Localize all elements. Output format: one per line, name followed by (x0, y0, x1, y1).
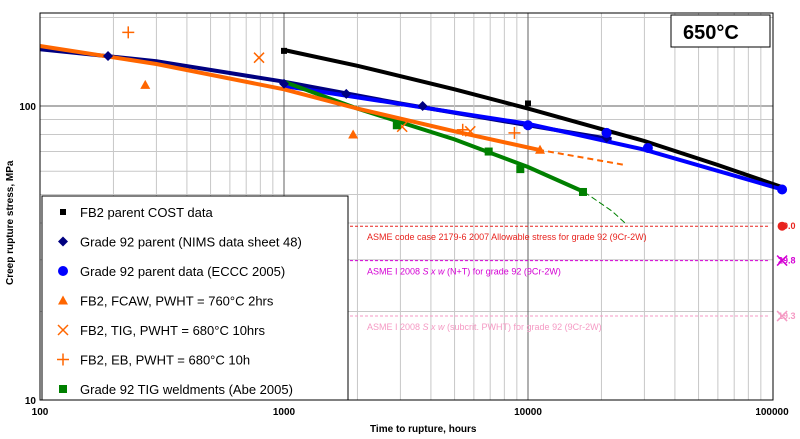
legend-marker (59, 385, 67, 393)
x-tick-label: 100 (32, 407, 49, 418)
data-points (103, 26, 788, 196)
reference-line-value: 29.8 (778, 256, 796, 266)
legend-marker (58, 266, 68, 276)
fit-curve-extrapolation (583, 191, 626, 224)
y-axis-label: Creep rupture stress, MPa (5, 160, 16, 285)
data-point (601, 127, 612, 138)
data-point (525, 100, 531, 107)
legend-entry-label: Grade 92 parent (NIMS data sheet 48) (80, 235, 302, 250)
x-tick-label: 100000 (755, 407, 789, 418)
reference-line-value: 39.0 (778, 221, 796, 231)
y-tick-label: 100 (19, 102, 36, 113)
data-point (103, 50, 114, 61)
fit-curve-extrapolation (537, 148, 626, 166)
temperature-box (670, 14, 771, 48)
fit-curves (39, 44, 783, 224)
data-point (122, 26, 135, 39)
legend-marker (57, 353, 69, 366)
data-point (341, 88, 352, 99)
data-point (253, 52, 265, 64)
data-point (484, 147, 493, 156)
legend: FB2 parent COST data Grade 92 parent (NIM… (41, 195, 349, 401)
legend-box (41, 195, 349, 401)
reference-line-marker (776, 310, 788, 322)
legend-entry-label: FB2 parent COST data (80, 205, 213, 220)
reference-line-label: ASME I 2008 S x w (subcrit. PWHT) for gr… (367, 322, 602, 332)
data-point (348, 129, 359, 139)
data-point (279, 78, 289, 89)
x-tick-label: 1000 (273, 407, 296, 418)
data-point (456, 123, 469, 136)
x-axis-label: Time to rupture, hours (370, 424, 477, 435)
data-point (578, 187, 587, 196)
data-point (777, 184, 788, 195)
data-point (642, 142, 653, 153)
data-point (535, 144, 546, 154)
reference-line-marker (777, 221, 787, 231)
legend-entry-label: FB2, FCAW, PWHT = 760°C 2hrs (80, 294, 274, 309)
legend-entry-label: Grade 92 TIG weldments (Abe 2005) (80, 382, 293, 397)
reference-line-value: 19.3 (778, 311, 796, 321)
reference-line-label: ASME code case 2179-6 2007 Allowable str… (367, 232, 647, 242)
data-point (281, 47, 287, 54)
data-point (417, 101, 428, 111)
x-tick-label: 10000 (514, 407, 542, 418)
legend-entry-label: FB2, TIG, PWHT = 680°C 10hrs (80, 323, 265, 338)
reference-line-label: ASME I 2008 S x w (N+T) for grade 92 (9C… (367, 267, 561, 277)
data-point (140, 79, 151, 89)
data-point (508, 126, 521, 139)
legend-entry-label: Grade 92 parent data (ECCC 2005) (80, 264, 285, 279)
legend-marker (58, 295, 68, 305)
data-point (392, 121, 401, 130)
reference-line-marker (776, 255, 788, 267)
legend-marker (60, 209, 66, 215)
fit-curve (283, 48, 783, 189)
plot-frame (39, 12, 774, 401)
fit-curve (283, 84, 783, 192)
fit-curve (283, 79, 586, 194)
legend-entry-label: FB2, EB, PWHT = 680°C 10h (80, 353, 250, 368)
data-point (523, 120, 533, 131)
temperature-label: 650°C (683, 22, 739, 44)
data-point (464, 125, 476, 137)
legend-marker (57, 324, 69, 336)
y-tick-label: 10 (25, 396, 37, 407)
fit-curve (39, 44, 539, 152)
data-point (516, 165, 525, 174)
legend-marker (58, 236, 68, 247)
reference-lines: ASME code case 2179-6 2007 Allowable str… (350, 221, 796, 332)
